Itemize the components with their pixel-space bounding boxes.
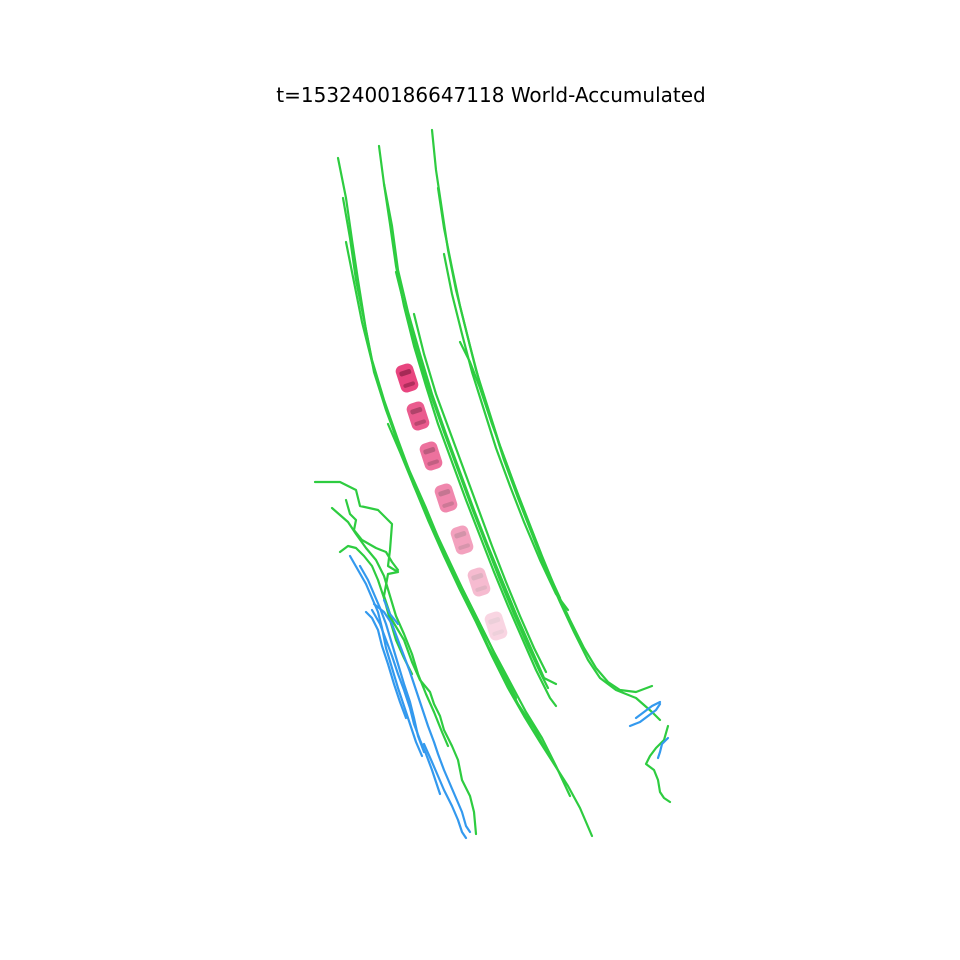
lane-divider (382, 182, 558, 686)
road-boundary (348, 554, 424, 758)
road-boundary (382, 598, 400, 626)
lane-divider (338, 544, 414, 676)
lane-divider (442, 252, 570, 612)
ego-trajectory (395, 363, 508, 641)
lane-dividers (313, 128, 672, 838)
lane-divider (377, 144, 558, 708)
ego-car-icon (419, 441, 443, 471)
ego-car-icon (467, 567, 491, 597)
ego-car-icon (406, 401, 430, 431)
ego-car-icon (450, 525, 474, 555)
road-boundary (370, 608, 442, 796)
lane-divider (386, 422, 572, 798)
lane-divider (330, 506, 450, 748)
lane-divider (341, 196, 550, 756)
lane-divider (394, 270, 550, 690)
ego-car-icon (395, 363, 419, 393)
road-boundary (372, 602, 472, 834)
lane-divider (344, 498, 400, 572)
chart-title: t=1532400186647118 World-Accumulated (276, 83, 705, 107)
lane-divider (412, 312, 548, 674)
ego-car-icon (434, 483, 458, 513)
lane-divider (644, 724, 672, 804)
lane-divider (436, 186, 662, 722)
lane-divider (458, 340, 562, 600)
road-boundaries (348, 554, 670, 840)
road-boundary (422, 742, 468, 840)
lane-divider (313, 480, 478, 836)
road-boundary (364, 610, 408, 720)
road-boundary (358, 564, 426, 754)
ego-car-icon (484, 611, 508, 641)
road-boundary (628, 702, 662, 728)
lane-divider (336, 156, 594, 838)
road-boundary (656, 736, 670, 760)
road-boundary (634, 700, 662, 720)
lane-divider (430, 128, 654, 694)
